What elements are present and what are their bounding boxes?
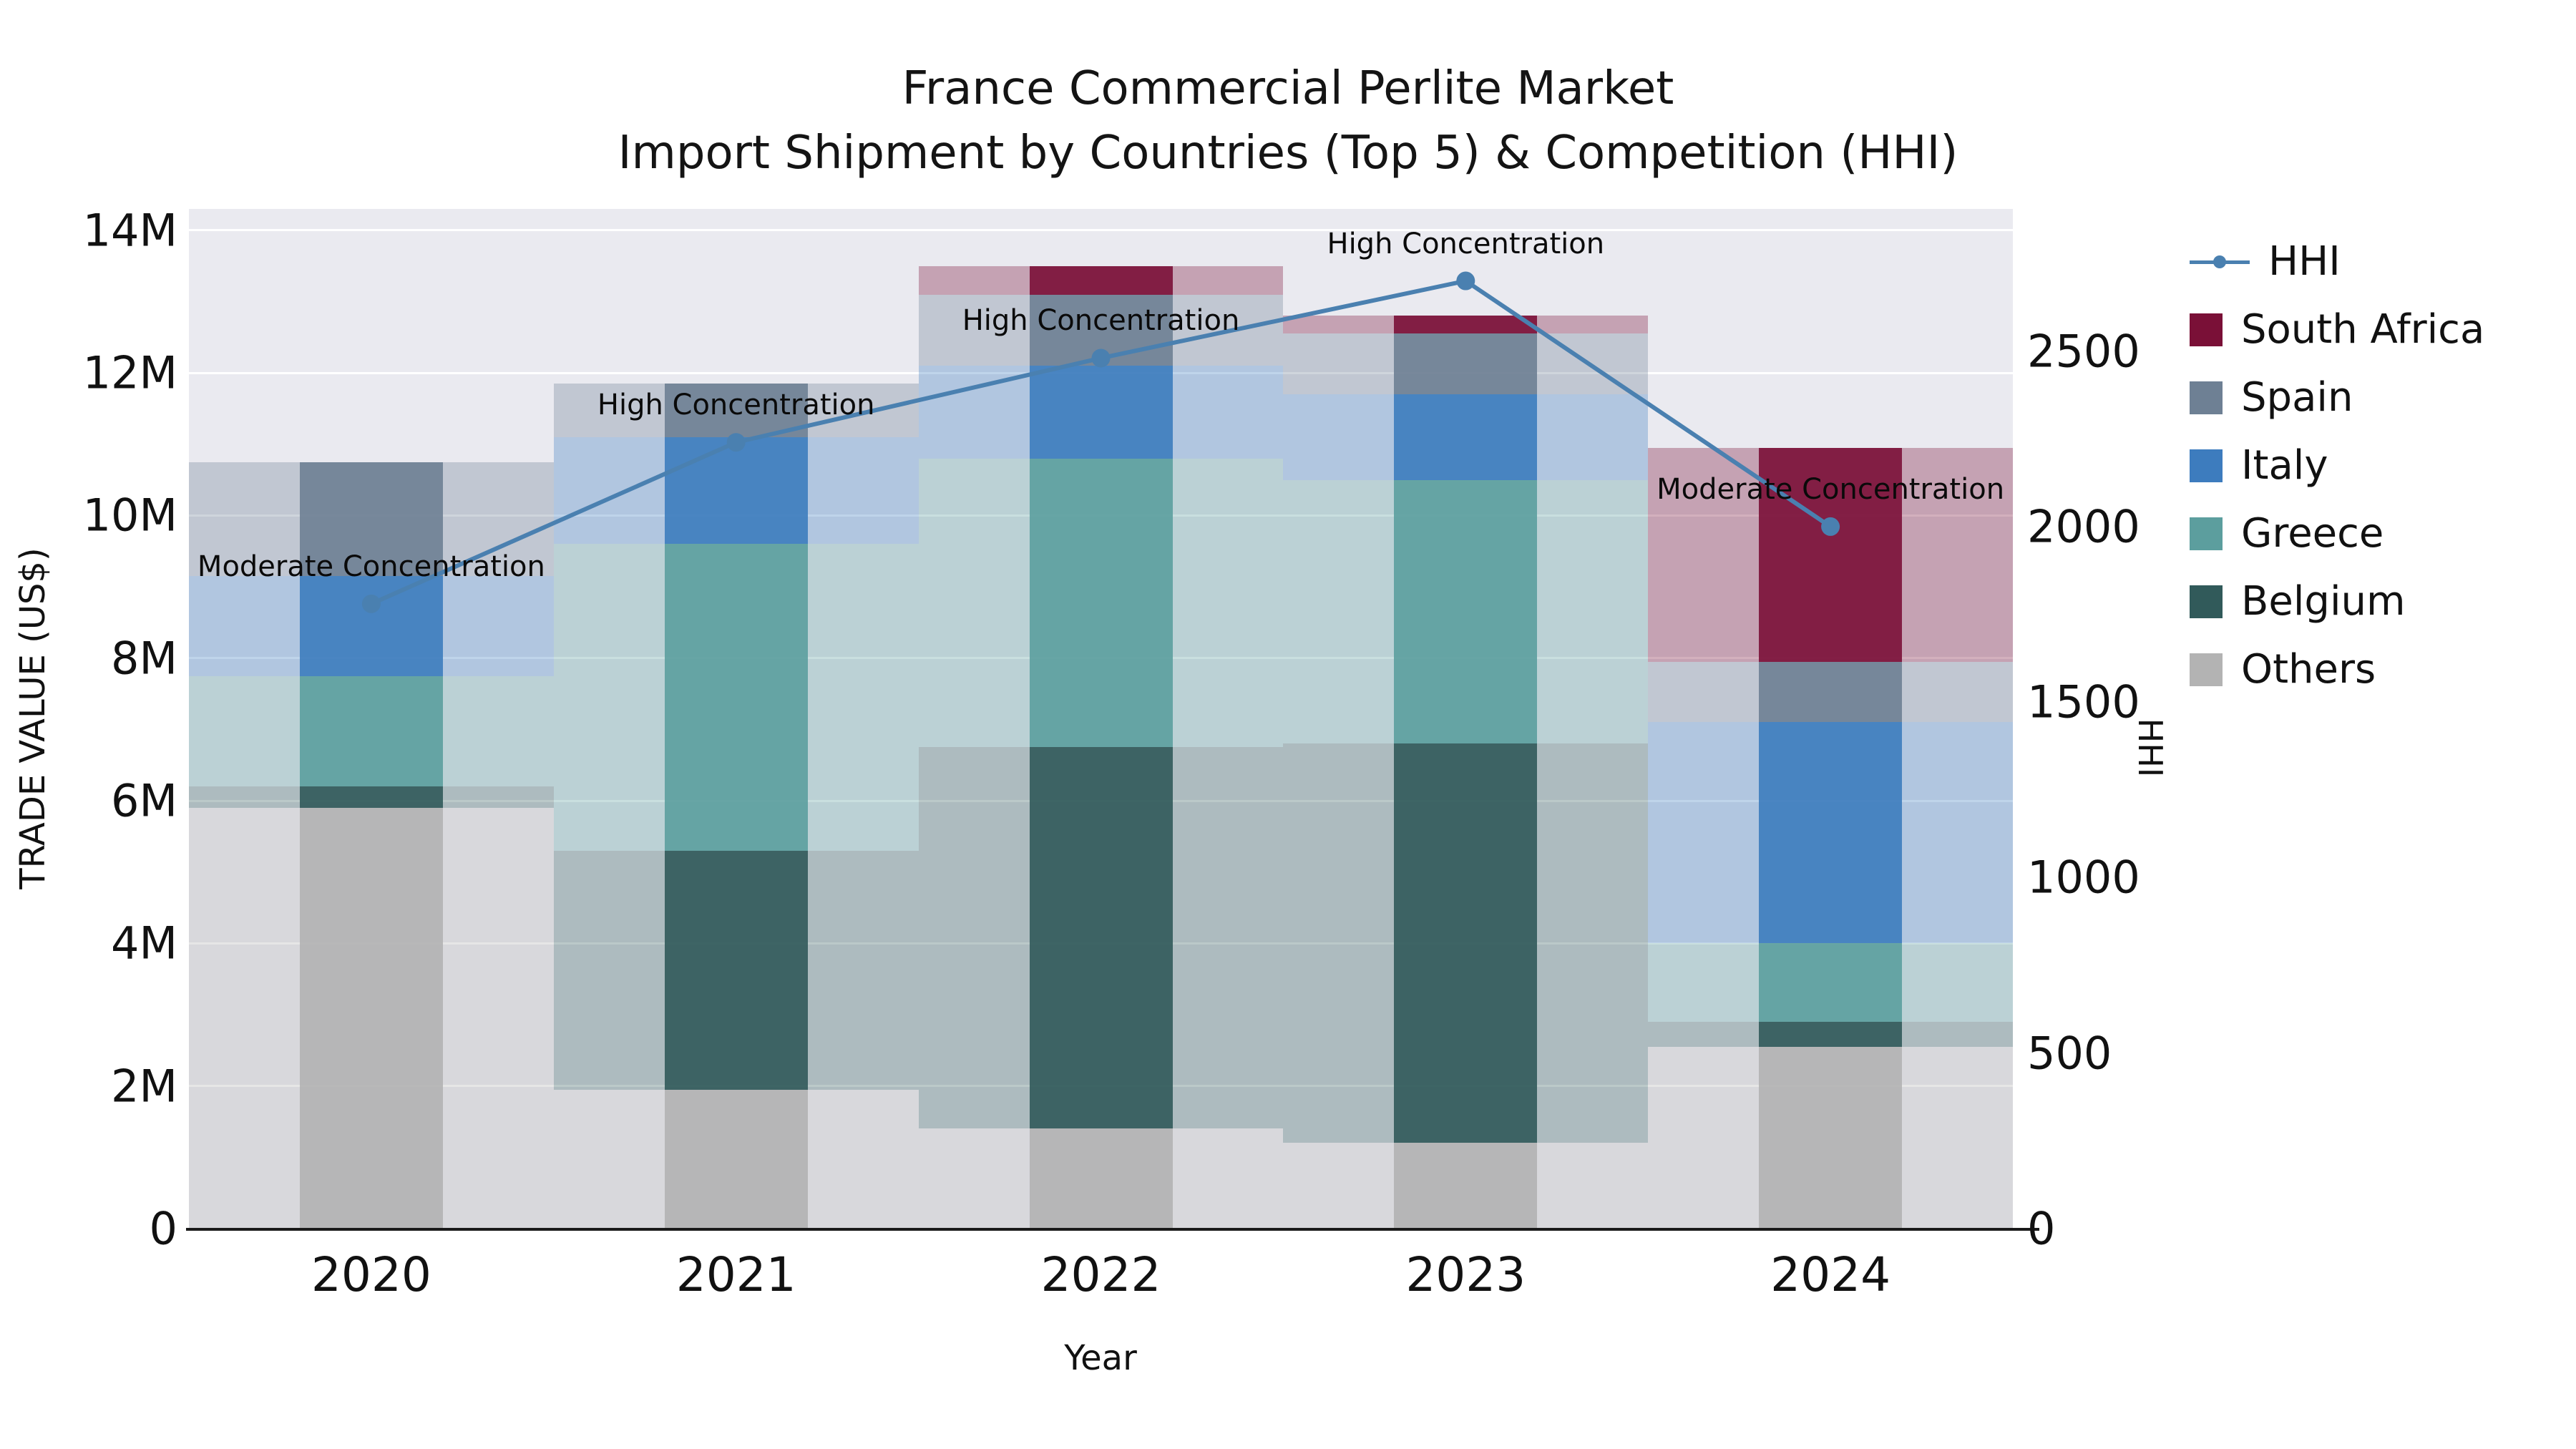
bar-segment-south-africa (1394, 316, 1538, 334)
chart-title-line2: Import Shipment by Countries (Top 5) & C… (618, 126, 1958, 180)
legend-line-swatch (2190, 245, 2250, 278)
y-left-tick-label: 6M (111, 774, 177, 827)
annotation-2022: High Concentration (962, 304, 1240, 338)
y-right-tick-label: 0 (2027, 1202, 2056, 1255)
y-left-tick-label: 0 (149, 1202, 177, 1255)
annotation-2021: High Concentration (597, 389, 875, 422)
bar-segment-greece (1759, 943, 1903, 1022)
legend-item-hhi: HHI (2190, 228, 2484, 296)
bar-segment-others (299, 808, 443, 1229)
legend-label: Others (2241, 646, 2376, 693)
bar-segment-greece (1394, 479, 1538, 744)
y-right-tick-label: 1000 (2027, 851, 2140, 904)
x-axis-spine (186, 1228, 2039, 1231)
bar-segment-italy (664, 436, 808, 545)
bar-segment-others (1029, 1128, 1173, 1229)
legend-label: Spain (2241, 374, 2353, 421)
y-left-tick-label: 12M (82, 346, 177, 399)
bar-segment-south-africa (1029, 265, 1173, 295)
bar-segment-others (664, 1089, 808, 1229)
bar-segment-italy (299, 576, 443, 676)
y-left-tick-label: 2M (111, 1060, 177, 1113)
bar-segment-italy (1759, 722, 1903, 944)
legend: HHI South Africa Spain Italy Greece Belgium Ot… (2190, 228, 2484, 703)
y-left-tick-label: 10M (82, 489, 177, 542)
legend-color-swatch (2190, 449, 2223, 482)
bar-segment-greece (664, 544, 808, 851)
legend-color-swatch (2190, 313, 2223, 346)
bar-segment-greece (1029, 458, 1173, 748)
x-tick-label-2024: 2024 (1770, 1247, 1891, 1302)
bar-segment-belgium (664, 850, 808, 1090)
bar-segment-greece (299, 675, 443, 787)
legend-label: Italy (2241, 442, 2328, 489)
y-left-tick-label: 14M (82, 204, 177, 257)
bar-segment-belgium (1394, 743, 1538, 1143)
y-right-tick-label: 1500 (2027, 675, 2140, 728)
legend-item-south-africa: South Africa (2190, 296, 2484, 364)
legend-color-swatch (2190, 517, 2223, 550)
legend-label: Greece (2241, 510, 2384, 557)
bar-segment-italy (1029, 366, 1173, 459)
y-axis-left-label: TRADE VALUE (US$) (13, 547, 53, 889)
chart-title-line1: France Commercial Perlite Market (902, 62, 1674, 115)
bar-segment-others (1759, 1046, 1903, 1229)
legend-color-swatch (2190, 585, 2223, 618)
chart-title: France Commercial Perlite Market Import … (0, 57, 2576, 185)
bar-segment-spain (1759, 661, 1903, 723)
bar-segment-spain (1394, 333, 1538, 395)
y-axis-right-label: HHI (2131, 718, 2170, 778)
bar-segment-belgium (1029, 747, 1173, 1129)
y-left-tick-label: 4M (111, 917, 177, 970)
legend-label: South Africa (2241, 306, 2485, 353)
y-right-tick-label: 2000 (2027, 500, 2140, 553)
bar-segment-belgium (299, 786, 443, 809)
annotation-2020: Moderate Concentration (197, 550, 545, 583)
annotation-2024: Moderate Concentration (1657, 472, 2005, 506)
legend-item-spain: Spain (2190, 364, 2484, 431)
legend-color-swatch (2190, 381, 2223, 414)
x-tick-label-2023: 2023 (1405, 1247, 1526, 1302)
legend-label: HHI (2268, 238, 2341, 285)
legend-label: Belgium (2241, 578, 2406, 625)
y-right-tick-label: 500 (2027, 1027, 2112, 1080)
y-right-tick-label: 2500 (2027, 325, 2140, 378)
legend-item-italy: Italy (2190, 431, 2484, 499)
x-tick-label-2022: 2022 (1040, 1247, 1161, 1302)
legend-item-greece: Greece (2190, 499, 2484, 567)
y-left-tick-label: 8M (111, 632, 177, 685)
x-tick-label-2021: 2021 (675, 1247, 796, 1302)
bar-segment-italy (1394, 394, 1538, 480)
annotation-2023: High Concentration (1327, 227, 1605, 260)
gridline (189, 229, 2013, 232)
x-tick-label-2020: 2020 (311, 1247, 431, 1302)
bar-segment-belgium (1759, 1022, 1903, 1047)
legend-item-others: Others (2190, 635, 2484, 703)
x-axis-label: Year (1064, 1338, 1137, 1378)
legend-item-belgium: Belgium (2190, 567, 2484, 635)
bar-segment-others (1394, 1143, 1538, 1229)
legend-color-swatch (2190, 653, 2223, 686)
